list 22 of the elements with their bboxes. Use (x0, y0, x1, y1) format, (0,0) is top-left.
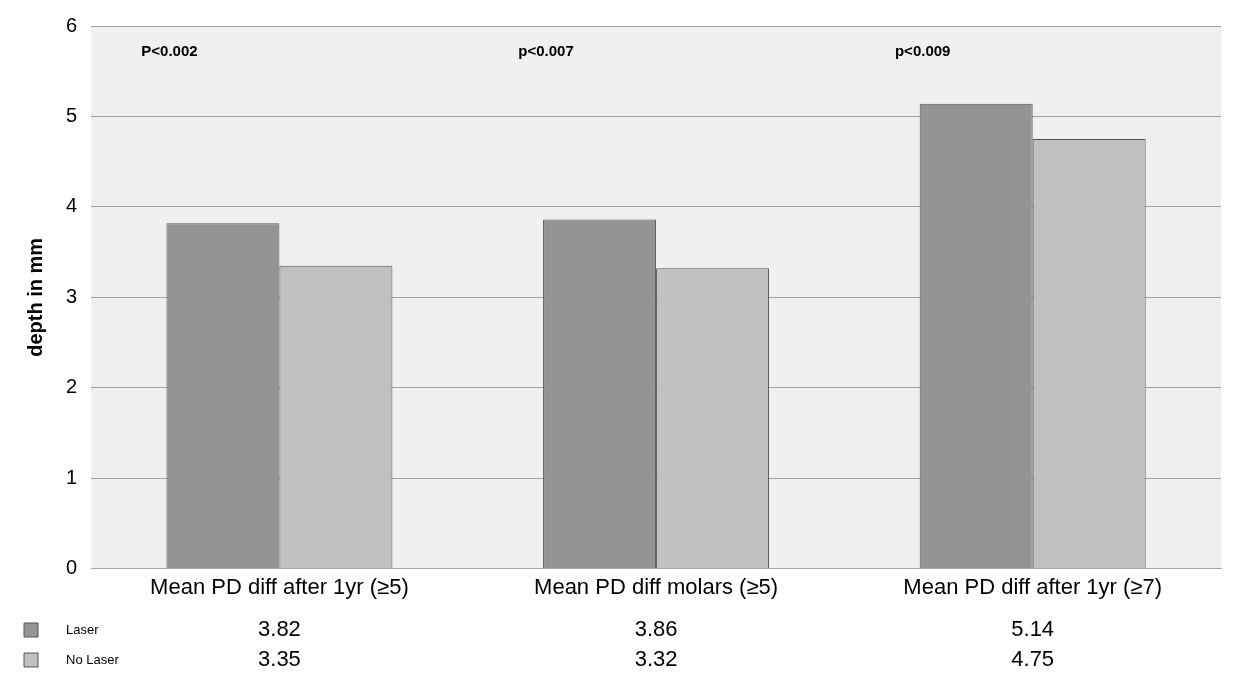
x-tick-label: Mean PD diff after 1yr (≥5) (150, 573, 409, 599)
data-label: 3.32 (634, 646, 678, 672)
data-label: 4.75 (1011, 646, 1055, 672)
annotation: P<0.002 (141, 42, 198, 60)
x-tick-label: Mean PD diff after 1yr (≥7) (903, 573, 1163, 599)
data-label: 3.86 (634, 616, 678, 642)
x-tick-label: Mean PD diff molars (≥5) (534, 573, 779, 599)
y-tick-label: 2 (66, 375, 78, 398)
y-tick-label: 5 (66, 103, 78, 126)
data-label: 3.35 (258, 646, 301, 672)
legend-label: Laser (66, 621, 100, 637)
data-label: 3.82 (258, 616, 301, 642)
legend-label: No Laser (66, 651, 120, 667)
y-tick-label: 4 (66, 194, 78, 217)
annotation: p<0.009 (894, 42, 951, 60)
data-label: 5.14 (1011, 616, 1055, 642)
y-tick-label: 6 (66, 13, 78, 36)
y-axis-title: depth in mm (23, 237, 46, 357)
y-tick-label: 3 (66, 284, 78, 307)
y-tick-label: 0 (66, 556, 78, 579)
annotation: p<0.007 (518, 42, 574, 60)
y-tick-label: 1 (66, 465, 78, 488)
